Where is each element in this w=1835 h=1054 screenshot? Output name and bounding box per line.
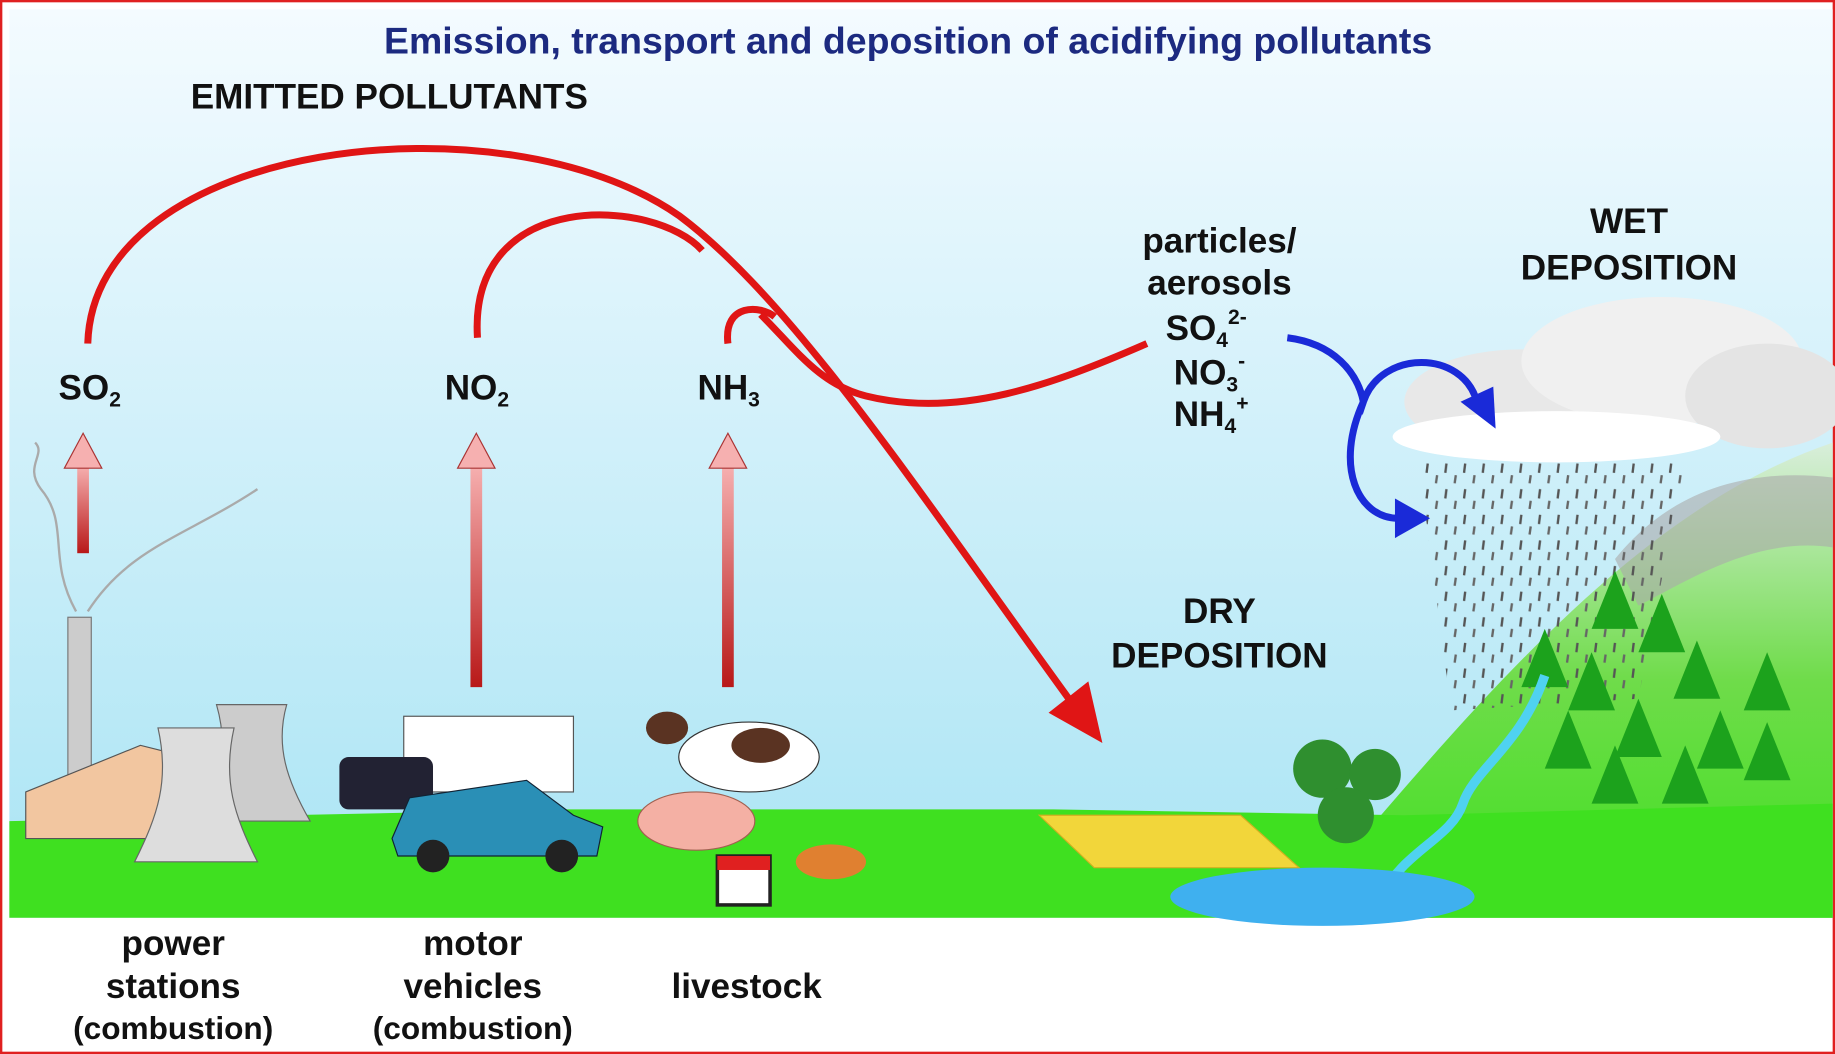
source-label: vehicles <box>404 967 543 1006</box>
cow-patch <box>731 728 790 763</box>
hen <box>796 844 866 879</box>
title: Emission, transport and deposition of ac… <box>384 20 1432 62</box>
source-label: power <box>122 924 226 963</box>
page: Emission, transport and deposition of ac… <box>0 0 1835 1054</box>
aerosol-label: aerosols <box>1147 264 1291 303</box>
wheel <box>417 840 450 873</box>
source-label: stations <box>106 967 241 1006</box>
up-arrow <box>722 466 734 687</box>
aerosol-label: particles/ <box>1142 222 1296 261</box>
emitted-heading: EMITTED POLLUTANTS <box>191 77 588 116</box>
up-arrow <box>77 466 89 553</box>
wet-deposition: DEPOSITION <box>1521 249 1737 288</box>
formula-base: SO <box>1166 309 1217 348</box>
formula-sub: 2 <box>497 389 509 412</box>
lake <box>1170 868 1474 926</box>
formula-sub: 4 <box>1216 329 1228 352</box>
source-label: (combustion) <box>73 1010 273 1046</box>
source-label: motor <box>423 924 523 963</box>
formula-sub: 3 <box>748 389 760 412</box>
dry-deposition: DEPOSITION <box>1111 636 1327 675</box>
wet-deposition: WET <box>1590 202 1669 241</box>
formula-sup: + <box>1236 392 1248 415</box>
formula-base: NO <box>445 369 498 408</box>
cow-head <box>646 712 688 745</box>
formula-sub: 4 <box>1224 415 1236 438</box>
formula-base: NH <box>1174 395 1225 434</box>
formula-base: NO <box>1174 353 1227 392</box>
formula-sup: 2- <box>1228 306 1247 329</box>
formula-sub: 2 <box>109 389 121 412</box>
bush <box>1318 787 1374 843</box>
formula-base: SO <box>59 369 110 408</box>
formula-base: NH <box>697 369 748 408</box>
source-label: livestock <box>672 967 823 1006</box>
diagram: Emission, transport and deposition of ac… <box>0 0 1835 1054</box>
up-arrow <box>470 466 482 687</box>
wheel <box>545 840 578 873</box>
cloud-part <box>1393 411 1721 462</box>
floppy-label <box>717 856 770 870</box>
dry-deposition: DRY <box>1183 592 1256 631</box>
source-label: (combustion) <box>373 1010 573 1046</box>
pig <box>638 792 755 850</box>
chimney <box>68 617 91 780</box>
formula-sup: - <box>1238 350 1245 373</box>
